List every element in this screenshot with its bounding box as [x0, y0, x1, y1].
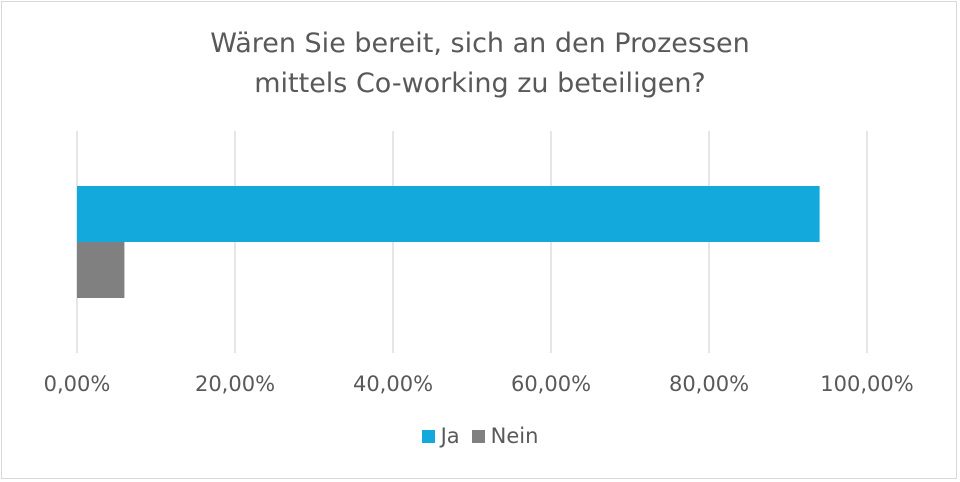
chart-title-line-1: Wären Sie bereit, sich an den Prozessen [210, 28, 750, 59]
x-tick-label-5: 100,00% [820, 372, 913, 396]
legend-label-nein: Nein [490, 424, 539, 448]
bar-ja [77, 186, 820, 242]
x-tick-label-0: 0,00% [44, 372, 111, 396]
x-tick-label-2: 40,00% [353, 372, 433, 396]
legend-swatch-ja [421, 429, 435, 443]
x-tick-label-1: 20,00% [195, 372, 275, 396]
chart-title-line-2: mittels Co-working zu beteiligen? [254, 68, 706, 99]
x-tick-label-3: 60,00% [511, 372, 591, 396]
bar-nein [77, 242, 125, 298]
legend-swatch-nein [471, 429, 485, 443]
legend: Ja Nein [0, 424, 960, 448]
legend-item-nein: Nein [471, 424, 539, 448]
x-tick-label-4: 80,00% [669, 372, 749, 396]
legend-label-ja: Ja [440, 424, 460, 448]
legend-item-ja: Ja [421, 424, 460, 448]
chart-title: Wären Sie bereit, sich an den Prozessen … [0, 24, 960, 104]
